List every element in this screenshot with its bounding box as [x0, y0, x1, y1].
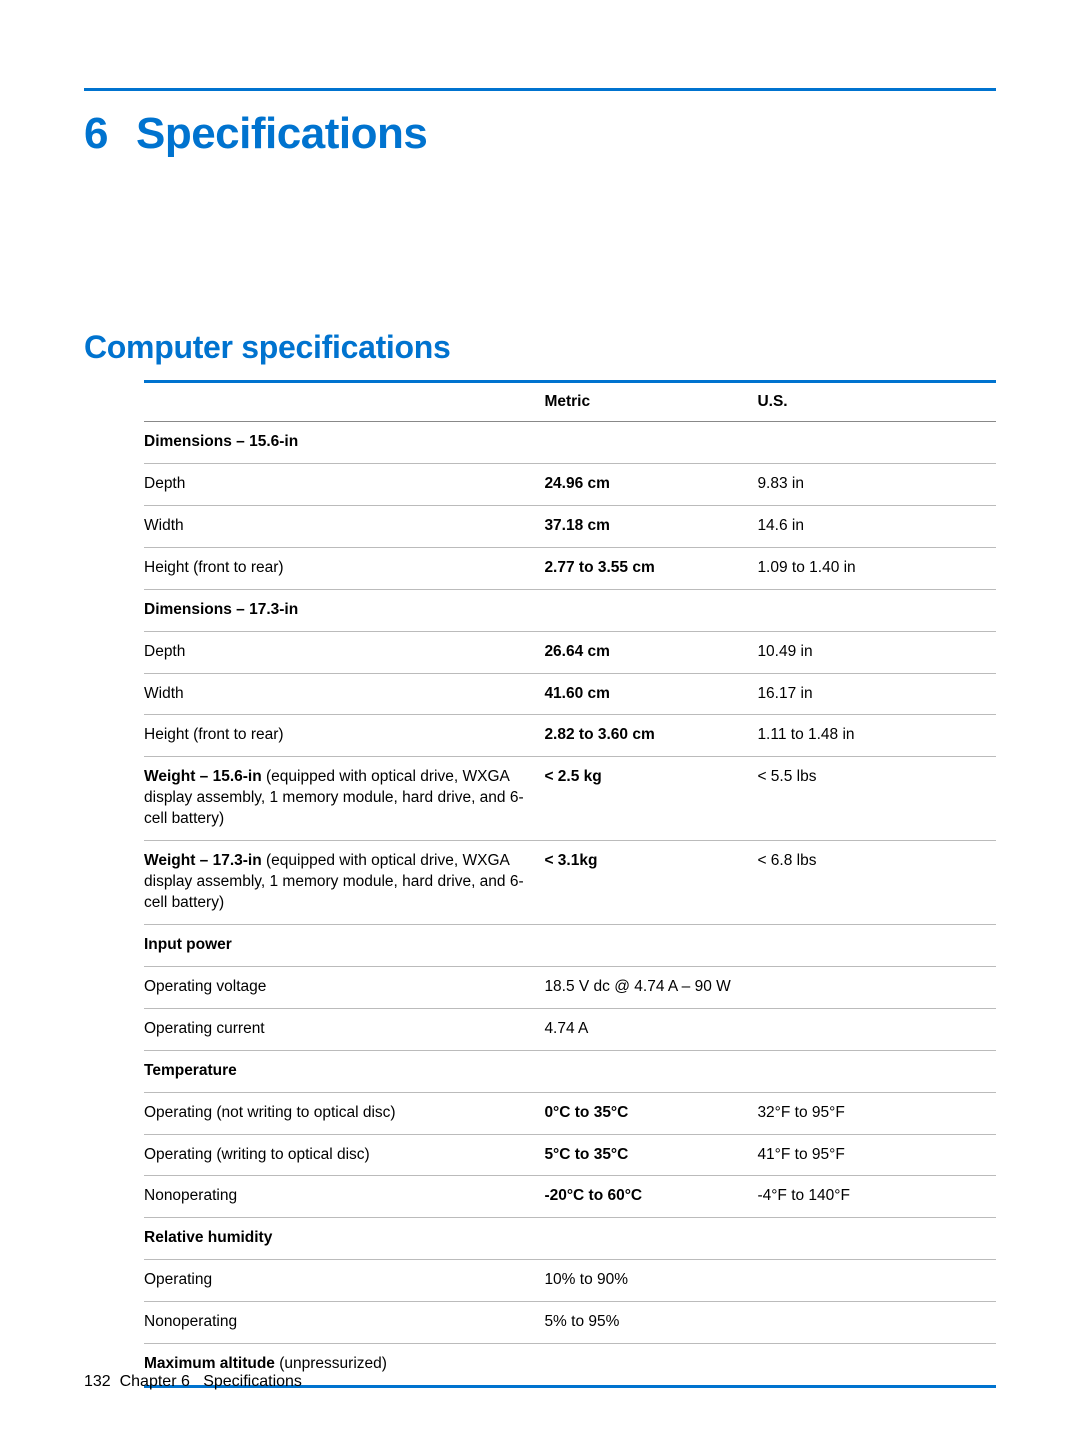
table-row: Width 41.60 cm 16.17 in — [144, 673, 996, 715]
table-row: Operating current 4.74 A — [144, 1008, 996, 1050]
cell-label: Operating — [144, 1260, 544, 1302]
cell-label: Depth — [144, 631, 544, 673]
cell-label: Operating (writing to optical disc) — [144, 1134, 544, 1176]
page-number: 132 — [84, 1373, 111, 1390]
table-row: Dimensions – 15.6-in — [144, 422, 996, 464]
cell-us: < 5.5 lbs — [757, 757, 996, 841]
cell-metric: 26.64 cm — [544, 631, 757, 673]
cell-us: 14.6 in — [757, 505, 996, 547]
chapter-number: 6 — [84, 109, 108, 158]
chapter-heading: 6 Specifications — [84, 109, 996, 159]
cell-label: Operating (not writing to optical disc) — [144, 1092, 544, 1134]
table-row: Operating (not writing to optical disc) … — [144, 1092, 996, 1134]
col-empty — [144, 382, 544, 422]
cell-metric: < 3.1kg — [544, 841, 757, 925]
cell-label: Weight – 17.3-in (equipped with optical … — [144, 841, 544, 925]
col-us: U.S. — [757, 382, 996, 422]
footer-chapter-label: Chapter 6 — [120, 1373, 190, 1390]
cell-metric: 37.18 cm — [544, 505, 757, 547]
cell-us: 1.09 to 1.40 in — [757, 547, 996, 589]
group-header: Dimensions – 17.3-in — [144, 589, 996, 631]
cell-label: Operating voltage — [144, 966, 544, 1008]
col-metric: Metric — [544, 382, 757, 422]
table-row: Operating voltage 18.5 V dc @ 4.74 A – 9… — [144, 966, 996, 1008]
cell-metric: 10% to 90% — [544, 1260, 996, 1302]
cell-us: < 6.8 lbs — [757, 841, 996, 925]
table-header-row: Metric U.S. — [144, 382, 996, 422]
cell-us: -4°F to 140°F — [757, 1176, 996, 1218]
cell-metric: -20°C to 60°C — [544, 1176, 757, 1218]
cell-label: Height (front to rear) — [144, 715, 544, 757]
cell-us: 32°F to 95°F — [757, 1092, 996, 1134]
cell-metric: 5% to 95% — [544, 1302, 996, 1344]
cell-label: Height (front to rear) — [144, 547, 544, 589]
table-row: Operating (writing to optical disc) 5°C … — [144, 1134, 996, 1176]
cell-metric: 2.82 to 3.60 cm — [544, 715, 757, 757]
cell-label: Width — [144, 505, 544, 547]
cell-label: Weight – 15.6-in (equipped with optical … — [144, 757, 544, 841]
cell-metric: 5°C to 35°C — [544, 1134, 757, 1176]
top-rule — [84, 88, 996, 91]
cell-label: Nonoperating — [144, 1302, 544, 1344]
table-row: Nonoperating -20°C to 60°C -4°F to 140°F — [144, 1176, 996, 1218]
cell-metric: 24.96 cm — [544, 463, 757, 505]
label-bold: Maximum altitude — [144, 1355, 275, 1372]
cell-us: 1.11 to 1.48 in — [757, 715, 996, 757]
table-row: Width 37.18 cm 14.6 in — [144, 505, 996, 547]
cell-metric: < 2.5 kg — [544, 757, 757, 841]
cell-metric: 41.60 cm — [544, 673, 757, 715]
table-row: Nonoperating 5% to 95% — [144, 1302, 996, 1344]
cell-metric: 4.74 A — [544, 1008, 996, 1050]
table-row: Height (front to rear) 2.82 to 3.60 cm 1… — [144, 715, 996, 757]
cell-us: 10.49 in — [757, 631, 996, 673]
cell-metric: 2.77 to 3.55 cm — [544, 547, 757, 589]
cell-metric: 0°C to 35°C — [544, 1092, 757, 1134]
table-row: Height (front to rear) 2.77 to 3.55 cm 1… — [144, 547, 996, 589]
table-row: Depth 26.64 cm 10.49 in — [144, 631, 996, 673]
cell-us: 9.83 in — [757, 463, 996, 505]
cell-metric: 18.5 V dc @ 4.74 A – 90 W — [544, 966, 996, 1008]
label-rest: (unpressurized) — [275, 1355, 387, 1372]
cell-us: 16.17 in — [757, 673, 996, 715]
group-header: Relative humidity — [144, 1218, 996, 1260]
section-heading: Computer specifications — [84, 329, 996, 366]
group-header: Input power — [144, 924, 996, 966]
chapter-title: Specifications — [136, 109, 427, 158]
page-footer: 132 Chapter 6 Specifications — [84, 1373, 302, 1391]
group-header: Dimensions – 15.6-in — [144, 422, 996, 464]
label-bold: Weight – 17.3-in — [144, 852, 262, 869]
table-row: Depth 24.96 cm 9.83 in — [144, 463, 996, 505]
group-header: Temperature — [144, 1050, 996, 1092]
specs-table: Metric U.S. Dimensions – 15.6-in Depth 2… — [144, 380, 996, 1388]
page-container: 6Specifications Computer specifications … — [0, 0, 1080, 1438]
table-row: Relative humidity — [144, 1218, 996, 1260]
cell-label: Operating current — [144, 1008, 544, 1050]
table-row: Weight – 17.3-in (equipped with optical … — [144, 841, 996, 925]
table-row: Input power — [144, 924, 996, 966]
footer-chapter-title: Specifications — [203, 1373, 302, 1390]
table-row: Temperature — [144, 1050, 996, 1092]
cell-label: Depth — [144, 463, 544, 505]
cell-label: Width — [144, 673, 544, 715]
label-bold: Weight – 15.6-in — [144, 768, 262, 785]
cell-label: Nonoperating — [144, 1176, 544, 1218]
table-row: Weight – 15.6-in (equipped with optical … — [144, 757, 996, 841]
table-row: Dimensions – 17.3-in — [144, 589, 996, 631]
cell-us: 41°F to 95°F — [757, 1134, 996, 1176]
table-row: Operating 10% to 90% — [144, 1260, 996, 1302]
